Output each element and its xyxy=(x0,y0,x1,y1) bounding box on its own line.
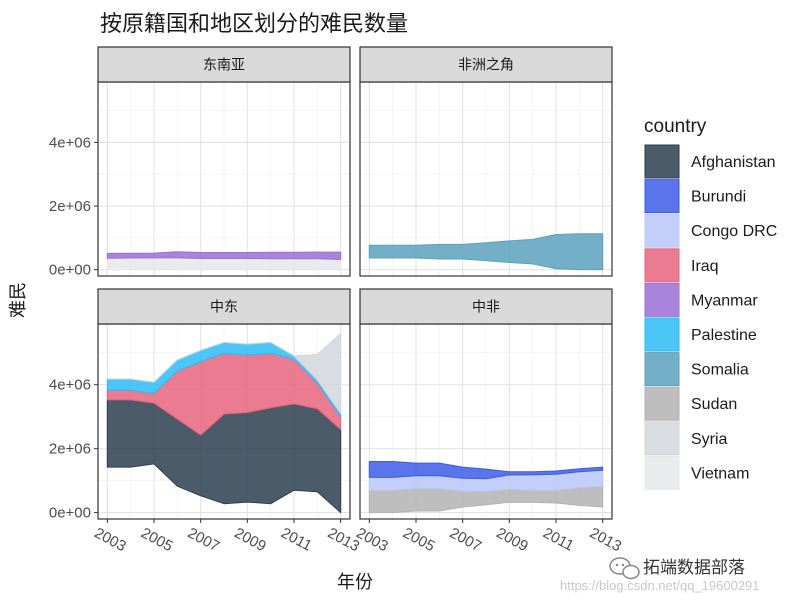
chart-title: 按原籍国和地区划分的难民数量 xyxy=(100,12,408,37)
facet-4-areas xyxy=(368,461,604,514)
x-tick-label: 2007 xyxy=(185,525,222,556)
legend-key-sudan xyxy=(644,386,680,421)
x-tick-label: 2011 xyxy=(278,525,314,555)
y-tick-label: 4e+06 xyxy=(49,377,91,394)
legend-label-palestine: Palestine xyxy=(691,327,757,344)
x-tick-label: 2011 xyxy=(540,525,576,555)
x-tick-label: 2009 xyxy=(493,525,530,556)
legend-label-burundi: Burundi xyxy=(691,189,746,206)
facet-4-strip xyxy=(359,288,613,325)
wechat-icon xyxy=(609,557,640,580)
legend-label-iraq: Iraq xyxy=(691,258,719,275)
y-tick-label: 0e+00 xyxy=(49,505,91,522)
x-tick-label: 2003 xyxy=(91,525,128,556)
facet-4-strip-label: 中非 xyxy=(472,300,500,316)
legend-key-burundi xyxy=(644,179,680,214)
facet-1: 东南亚 0e+00 2e+06 4e+06 xyxy=(49,46,351,279)
area-burundi xyxy=(368,461,604,480)
legend-key-syria xyxy=(644,421,680,456)
legend-key-vietnam xyxy=(644,455,680,490)
legend-key-palestine xyxy=(644,317,680,352)
y-tick-label: 4e+06 xyxy=(49,134,91,151)
facet-2: 非洲之角 xyxy=(359,46,613,277)
y-axis-title: 难民 xyxy=(8,282,29,318)
facet-2-areas xyxy=(368,233,604,271)
facet-1-areas xyxy=(106,251,342,271)
facet-2-grid xyxy=(360,82,612,276)
facet-4: 中非 2003 2005 2007 2009 2011 2013 xyxy=(353,288,624,556)
area-syria xyxy=(106,333,342,414)
x-tick-label: 2005 xyxy=(400,525,437,556)
watermark-url: https://blog.csdn.net/qq_19600291 xyxy=(560,578,760,593)
facet-1-grid xyxy=(98,82,350,276)
y-tick-label: 2e+06 xyxy=(49,441,91,458)
facet-2-strip xyxy=(359,46,613,83)
x-tick-label: 2007 xyxy=(447,525,484,556)
facet-2-strip-label: 非洲之角 xyxy=(458,58,514,74)
x-tick-label: 2009 xyxy=(231,525,268,556)
facet-3-strip-label: 中东 xyxy=(210,300,238,316)
legend-title: country xyxy=(644,116,707,137)
legend-key-myanmar xyxy=(644,282,680,317)
legend-key-congo-drc xyxy=(644,213,680,248)
legend-label-sudan: Sudan xyxy=(691,396,737,413)
facet-1-strip xyxy=(97,46,351,83)
legend-label-syria: Syria xyxy=(691,431,728,448)
area-myanmar xyxy=(106,251,342,260)
legend-label-congo-drc: Congo DRC xyxy=(691,223,777,240)
facet-3-areas xyxy=(106,333,342,514)
watermark: 拓端数据部落 https://blog.csdn.net/qq_19600291 xyxy=(560,557,760,593)
legend-key-iraq xyxy=(644,248,680,283)
legend-label-afghanistan: Afghanistan xyxy=(691,154,776,171)
legend-label-somalia: Somalia xyxy=(691,362,749,379)
x-tick-label: 2003 xyxy=(353,525,390,556)
facet-3-strip xyxy=(97,288,351,325)
area-somalia xyxy=(368,233,604,271)
legend: country Afghanistan Burundi Congo DRC Iraq M… xyxy=(644,116,777,490)
y-tick-label: 2e+06 xyxy=(49,198,91,215)
x-tick-label: 2005 xyxy=(138,525,175,556)
area-vietnam xyxy=(106,257,342,271)
legend-label-myanmar: Myanmar xyxy=(691,292,758,309)
x-axis-title: 年份 xyxy=(337,572,373,593)
y-tick-label: 0e+00 xyxy=(49,262,91,279)
legend-key-somalia xyxy=(644,352,680,387)
facet-1-strip-label: 东南亚 xyxy=(203,58,245,74)
x-tick-label: 2013 xyxy=(587,525,624,556)
legend-key-afghanistan xyxy=(644,144,680,179)
watermark-brand: 拓端数据部落 xyxy=(643,558,745,578)
legend-label-vietnam: Vietnam xyxy=(691,465,749,482)
